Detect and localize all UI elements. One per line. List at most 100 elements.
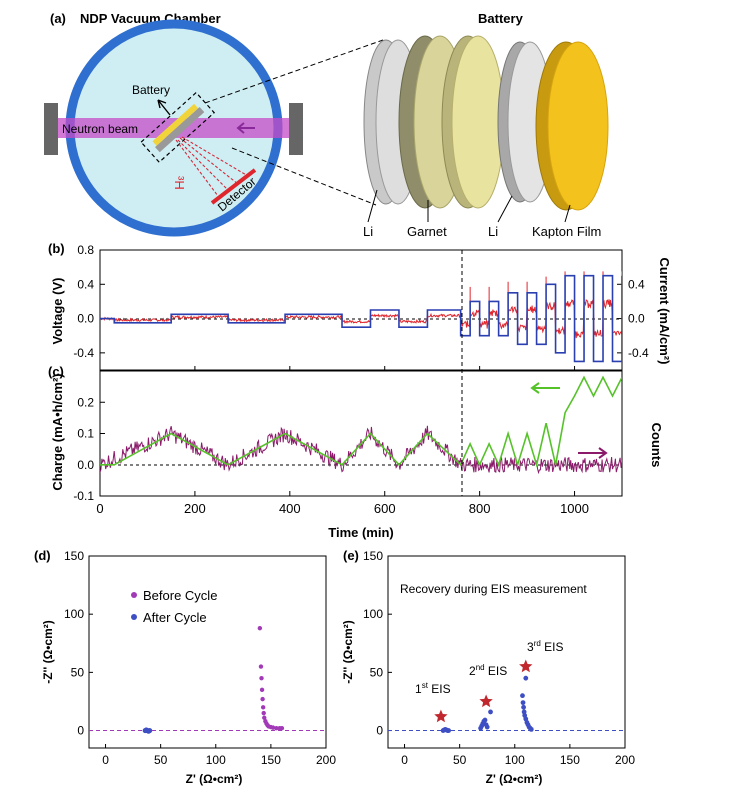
eis-label-3: 3rd EIS bbox=[527, 639, 564, 654]
panel-e: (e) 0 50 100 150 200 150 100 50 0 Recovery durin… bbox=[341, 548, 635, 786]
eis-point bbox=[446, 728, 452, 733]
charge-axis-arrow bbox=[530, 382, 560, 394]
e-x-tick-label: 50 bbox=[453, 753, 467, 767]
legend-after-label: After Cycle bbox=[143, 610, 207, 625]
eis-point bbox=[528, 726, 534, 732]
c-left-tick-label: 0.1 bbox=[77, 427, 94, 441]
e-y-tick-label: 50 bbox=[370, 665, 384, 679]
eis-point bbox=[520, 700, 526, 706]
layer-li-2: Li bbox=[488, 224, 498, 239]
emission-lines bbox=[175, 136, 249, 197]
d-y-tick-label: 150 bbox=[64, 549, 84, 563]
layer-li-1: Li bbox=[363, 224, 373, 239]
panel-d-frame bbox=[88, 555, 327, 749]
b-left-tick-label: 0.8 bbox=[77, 243, 94, 257]
d-x-tick-label: 50 bbox=[154, 753, 168, 767]
isotope-label: ³H bbox=[172, 176, 187, 190]
before-cycle-point bbox=[262, 715, 267, 720]
panel-e-points bbox=[388, 659, 625, 733]
eis-point bbox=[484, 724, 490, 730]
e-x-tick-label: 0 bbox=[401, 753, 408, 767]
e-x-tick-label: 150 bbox=[560, 753, 580, 767]
d-x-tick-label: 200 bbox=[316, 753, 336, 767]
beam-arrow bbox=[236, 122, 255, 134]
b-right-tick-label: 0.0 bbox=[628, 312, 645, 326]
layer-callouts bbox=[367, 189, 571, 223]
c-x-tick-label: 400 bbox=[279, 501, 301, 516]
before-cycle-point bbox=[258, 664, 264, 669]
legend-before-marker bbox=[131, 592, 137, 598]
charge-axis-label: Charge (mA•h/cm²) bbox=[50, 373, 65, 490]
voltage-series bbox=[100, 271, 622, 339]
c-x-tick-label: 800 bbox=[469, 501, 491, 516]
panel-c: (c) 0.2 0.1 0.0 -0.10 200 400 600 800 1000 Charg… bbox=[48, 364, 664, 540]
panel-a-label: (a) bbox=[50, 11, 66, 26]
d-x-tick-label: 150 bbox=[261, 753, 281, 767]
e-title: Recovery during EIS measurement bbox=[400, 582, 587, 596]
time-axis-label: Time (min) bbox=[328, 525, 394, 540]
eis-point bbox=[523, 675, 529, 681]
c-left-tick-label: 0.0 bbox=[77, 458, 94, 472]
layer-garnet: Garnet bbox=[407, 224, 447, 239]
panel-a: (a) NDP Vacuum Chamber Battery Neutron b… bbox=[44, 11, 609, 239]
e-y-tick-label: 150 bbox=[363, 549, 383, 563]
battery-label: Battery bbox=[132, 83, 170, 97]
detector bbox=[210, 168, 257, 205]
legend-after-marker bbox=[131, 614, 137, 620]
c-x-tick-label: 200 bbox=[184, 501, 206, 516]
panel-b-ticks: 0.8 0.4 0.0 -0.4 0.4 0.0 -0.4 bbox=[73, 243, 649, 370]
e-x-tick-label: 200 bbox=[615, 753, 635, 767]
layer-kapton: Kapton Film bbox=[532, 224, 601, 239]
charge-series bbox=[100, 375, 622, 468]
e-y-axis-label: -Z'' (Ω•cm²) bbox=[341, 620, 355, 684]
panel-d-label: (d) bbox=[34, 548, 51, 563]
b-right-tick-label: 0.4 bbox=[628, 277, 645, 291]
panel-e-frame bbox=[387, 555, 626, 749]
panel-b-frame bbox=[99, 249, 623, 371]
d-y-axis-label: -Z'' (Ω•cm²) bbox=[41, 620, 55, 684]
b-left-tick-label: -0.4 bbox=[73, 346, 94, 360]
panel-b-label: (b) bbox=[48, 241, 65, 256]
legend-before-label: Before Cycle bbox=[143, 588, 217, 603]
eis-point bbox=[482, 717, 488, 723]
c-left-tick-label: 0.2 bbox=[77, 395, 94, 409]
b-right-tick-label: -0.4 bbox=[628, 346, 649, 360]
counts-axis-arrow bbox=[578, 447, 608, 459]
before-cycle-point bbox=[259, 675, 264, 681]
d-x-tick-label: 100 bbox=[206, 753, 226, 767]
e-y-tick-label: 100 bbox=[363, 607, 383, 621]
e-x-tick-label: 100 bbox=[505, 753, 525, 767]
voltage-axis-label: Voltage (V) bbox=[50, 278, 65, 345]
battery-title: Battery bbox=[478, 11, 524, 26]
eis-point bbox=[520, 693, 525, 699]
after-cycle-point bbox=[147, 727, 153, 734]
eis-star-marker bbox=[479, 694, 493, 708]
c-left-tick-label: -0.1 bbox=[73, 489, 94, 503]
d-y-tick-label: 0 bbox=[77, 724, 84, 738]
e-y-tick-label: 0 bbox=[376, 724, 383, 738]
before-cycle-point bbox=[270, 725, 276, 730]
battery-arrow bbox=[157, 99, 171, 116]
c-x-tick-label: 600 bbox=[374, 501, 396, 516]
e-x-axis-label: Z' (Ω•cm²) bbox=[486, 772, 543, 786]
panel-e-label: (e) bbox=[343, 548, 359, 563]
before-cycle-point bbox=[257, 625, 263, 631]
left-mount bbox=[44, 103, 58, 155]
eis-label-1: 1st EIS bbox=[415, 681, 451, 696]
before-cycle-point bbox=[261, 710, 266, 716]
before-cycle-point bbox=[279, 726, 285, 731]
panel-d-axes: 0 50 100 150 200 150 100 50 0 bbox=[64, 549, 336, 767]
right-mount bbox=[289, 103, 303, 155]
before-cycle-point bbox=[274, 726, 279, 731]
before-cycle-point bbox=[260, 696, 265, 702]
eis-point bbox=[521, 704, 526, 710]
eis-star-marker bbox=[519, 659, 533, 673]
panel-b: (b) 0.80.40.0-0.40.40.0-0.4 Voltage (V) … bbox=[48, 241, 672, 371]
c-x-tick-label: 1000 bbox=[560, 501, 589, 516]
current-series bbox=[100, 274, 622, 363]
before-cycle-point bbox=[260, 705, 266, 710]
d-x-tick-label: 0 bbox=[102, 753, 109, 767]
panel-d-points bbox=[89, 625, 326, 734]
zoom-line-bottom bbox=[231, 147, 377, 206]
